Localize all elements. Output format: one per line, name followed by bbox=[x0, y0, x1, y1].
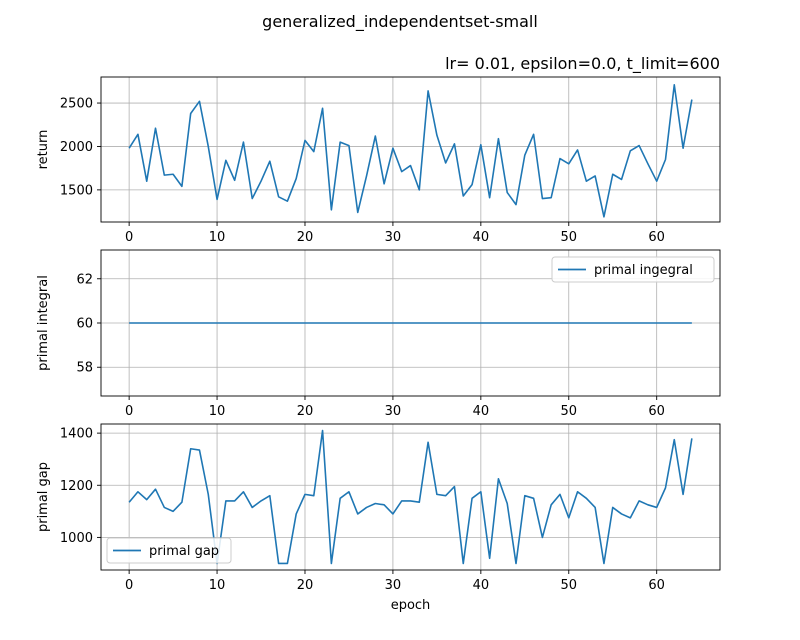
primal-gap-y-axis-label: primal gap bbox=[36, 462, 51, 532]
return-x-tick-label: 0 bbox=[125, 230, 133, 245]
primal-integral-y-axis-label: primal integral bbox=[36, 275, 51, 371]
return-axes-frame bbox=[100, 76, 721, 223]
primal-gap-series-line bbox=[128, 429, 693, 565]
return-y-tick-label: 1500 bbox=[60, 183, 93, 198]
primal-integral-legend-box bbox=[551, 256, 715, 283]
primal-gap-legend: primal gap bbox=[106, 537, 232, 564]
primal-gap-y-tick-label: 1400 bbox=[60, 427, 93, 442]
return-x-tick-label: 20 bbox=[297, 230, 314, 245]
primal-gap-x-tick-label: 60 bbox=[648, 578, 665, 593]
primal-integral-legend-label: primal ingegral bbox=[594, 263, 693, 278]
primal-gap-y-tick-label: 1000 bbox=[60, 531, 93, 546]
primal-gap-x-tick-label: 30 bbox=[385, 578, 402, 593]
primal-integral-y-tick-label: 58 bbox=[76, 361, 93, 376]
primal-gap-legend-box bbox=[106, 537, 232, 564]
primal-integral-x-tick-label: 50 bbox=[560, 404, 577, 419]
return-y-tick-label: 2000 bbox=[60, 140, 93, 155]
primal-integral-x-tick-label: 20 bbox=[297, 404, 314, 419]
primal-integral-x-tick-label: 0 bbox=[125, 404, 133, 419]
figure-suptitle: generalized_independentset-small bbox=[262, 12, 538, 32]
return-x-tick-label: 50 bbox=[560, 230, 577, 245]
primal-gap-x-axis-label: epoch bbox=[391, 598, 431, 613]
primal-gap-x-tick-label: 40 bbox=[473, 578, 490, 593]
primal-integral-x-tick-label: 10 bbox=[209, 404, 226, 419]
primal-integral-x-tick-label: 60 bbox=[648, 404, 665, 419]
primal-integral-panel: 0 10 20 30 40 50 60 58 60 62 primal integral primal… bbox=[36, 249, 721, 419]
primal-gap-x-tick-label: 20 bbox=[297, 578, 314, 593]
return-x-tick-label: 40 bbox=[473, 230, 490, 245]
primal-gap-x-tick-label: 50 bbox=[560, 578, 577, 593]
return-x-tick-label: 60 bbox=[648, 230, 665, 245]
primal-gap-axes-frame bbox=[100, 423, 721, 571]
primal-gap-x-tick-label: 0 bbox=[125, 578, 133, 593]
primal-gap-panel: 0 10 20 30 40 50 60 1000 1200 1400 primal gap epoch… bbox=[36, 423, 721, 613]
primal-gap-y-tick-label: 1200 bbox=[60, 479, 93, 494]
primal-integral-x-tick-label: 40 bbox=[473, 404, 490, 419]
primal-gap-x-tick-label: 10 bbox=[209, 578, 226, 593]
return-y-tick-label: 2500 bbox=[60, 97, 93, 112]
return-panel: 0 10 20 30 40 50 60 1500 2000 2500 return bbox=[36, 76, 721, 245]
return-x-tick-label: 10 bbox=[209, 230, 226, 245]
return-x-tick-label: 30 bbox=[385, 230, 402, 245]
primal-integral-y-tick-label: 62 bbox=[76, 272, 93, 287]
return-series-line bbox=[128, 84, 693, 218]
primal-integral-legend: primal ingegral bbox=[551, 256, 715, 283]
primal-gap-legend-label: primal gap bbox=[149, 544, 219, 559]
primal-integral-x-tick-label: 30 bbox=[385, 404, 402, 419]
figure-subtitle: lr= 0.01, epsilon=0.0, t_limit=600 bbox=[445, 54, 720, 74]
return-y-axis-label: return bbox=[36, 130, 51, 170]
primal-integral-y-tick-label: 60 bbox=[76, 317, 93, 332]
